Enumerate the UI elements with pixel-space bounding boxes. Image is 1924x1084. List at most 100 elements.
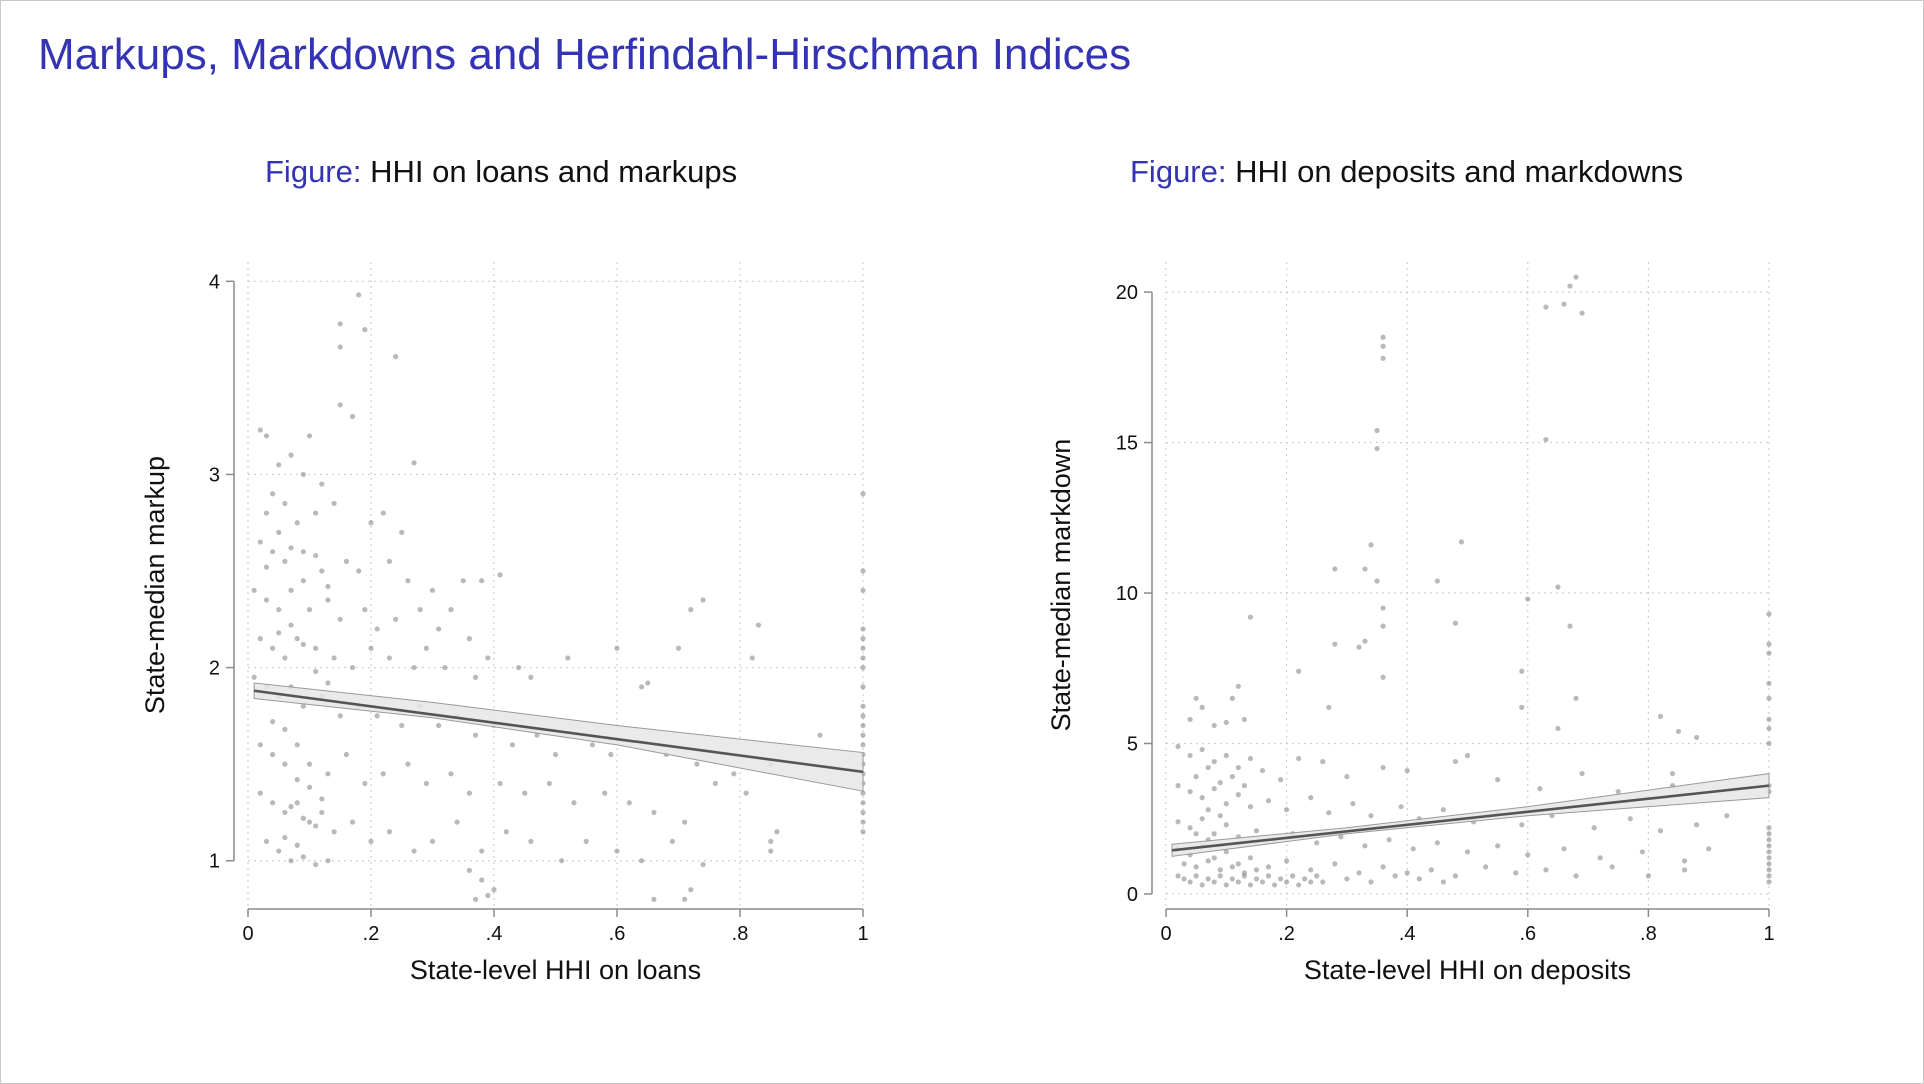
- y-axis-label: State-median markdown: [1046, 439, 1076, 732]
- scatter-point: [694, 761, 700, 767]
- scatter-point: [1766, 650, 1772, 656]
- scatter-point: [1308, 795, 1314, 801]
- scatter-point: [1211, 855, 1217, 861]
- scatter-point: [436, 626, 442, 632]
- scatter-point: [1175, 743, 1181, 750]
- scatter-point: [608, 751, 614, 758]
- scatter-point: [1573, 274, 1579, 280]
- scatter-point: [485, 892, 491, 899]
- scatter-point: [1223, 801, 1229, 807]
- scatter-point: [270, 751, 276, 758]
- scatter-point: [1724, 813, 1730, 819]
- scatter-point: [374, 713, 380, 719]
- scatter-point: [331, 500, 337, 507]
- scatter-point: [491, 887, 497, 893]
- scatter-point: [479, 877, 485, 883]
- x-axis-label: State-level HHI on deposits: [1304, 955, 1631, 985]
- scatter-point: [1187, 879, 1193, 885]
- scatter-point: [288, 804, 294, 810]
- scatter-point: [1235, 683, 1241, 689]
- scatter-point: [288, 545, 294, 551]
- scatter-point: [1766, 825, 1772, 831]
- scatter-point: [1669, 770, 1676, 777]
- figure-caption-label: Figure:: [1130, 154, 1227, 189]
- x-tick-label: .6: [1519, 923, 1536, 945]
- scatter-point: [294, 742, 300, 748]
- scatter-point: [263, 510, 270, 516]
- scatter-point: [1452, 620, 1459, 626]
- scatter-point: [1193, 773, 1199, 780]
- scatter-point: [1561, 846, 1567, 852]
- scatter-point: [1308, 867, 1314, 873]
- y-tick-label: 20: [1116, 282, 1138, 304]
- scatter-point: [306, 433, 313, 439]
- x-tick-label: 1: [1763, 923, 1774, 945]
- scatter-point: [1525, 596, 1531, 602]
- scatter-point: [1181, 861, 1187, 867]
- scatter-point: [405, 578, 411, 584]
- scatter-point: [313, 668, 319, 675]
- scatter-point: [294, 520, 300, 526]
- scatter-point: [1356, 870, 1362, 876]
- scatter-point: [1187, 716, 1193, 723]
- scatter-point: [1332, 566, 1338, 572]
- scatter-point: [1338, 834, 1344, 840]
- scatter-point: [1440, 879, 1446, 885]
- scatter-point: [1380, 605, 1386, 611]
- scatter-point: [1229, 876, 1235, 882]
- scatter-point: [651, 809, 657, 816]
- scatter-point: [1434, 578, 1440, 584]
- scatter-point: [300, 854, 306, 860]
- scatter-point: [263, 564, 270, 570]
- scatter-point: [1657, 828, 1664, 834]
- scatter-point: [1205, 858, 1211, 864]
- scatter-point: [1235, 879, 1241, 885]
- scatter-point: [1543, 304, 1549, 310]
- scatter-point: [1193, 831, 1199, 837]
- scatter-point: [1193, 864, 1199, 870]
- scatter-point: [1380, 343, 1386, 349]
- scatter-point: [1392, 873, 1398, 879]
- scatter-point: [380, 510, 386, 516]
- scatter-point: [768, 848, 774, 854]
- scatter-point: [442, 664, 448, 671]
- scatter-point: [1241, 870, 1247, 876]
- scatter-point: [1368, 542, 1374, 548]
- scatter-point: [614, 645, 620, 651]
- y-tick-label: 5: [1127, 733, 1138, 755]
- scatter-point: [405, 761, 411, 767]
- scatter-point: [1675, 728, 1682, 735]
- scatter-point: [860, 491, 866, 497]
- scatter-point: [1362, 843, 1368, 849]
- scatter-point: [325, 771, 331, 777]
- scatter-point: [1344, 876, 1350, 882]
- x-tick-label: .2: [1278, 923, 1295, 945]
- scatter-point: [472, 896, 479, 902]
- scatter-point: [1332, 641, 1338, 647]
- scatter-point: [1271, 882, 1278, 888]
- scatter-point: [393, 354, 399, 360]
- scatter-point: [1766, 641, 1772, 647]
- scatter-point: [1296, 882, 1302, 888]
- scatter-point: [860, 713, 866, 719]
- scatter-point: [270, 549, 276, 555]
- y-tick-label: 0: [1127, 884, 1138, 906]
- scatter-point: [1766, 867, 1772, 873]
- figure-caption-left: Figure: HHI on loans and markups: [265, 154, 737, 190]
- scatter-point: [1253, 867, 1260, 873]
- scatter-point: [1199, 816, 1205, 822]
- scatter-point: [282, 834, 288, 841]
- scatter-point: [497, 780, 503, 787]
- scatter-point: [294, 842, 300, 848]
- scatter-point: [288, 622, 294, 628]
- scatter-point: [1175, 783, 1181, 789]
- scatter-point: [1706, 846, 1712, 852]
- scatter-point: [1247, 614, 1254, 620]
- scatter-point: [294, 800, 300, 806]
- scatter-point: [294, 636, 300, 642]
- scatter-point: [860, 722, 866, 729]
- scatter-point: [1181, 876, 1187, 882]
- scatter-point: [700, 861, 706, 868]
